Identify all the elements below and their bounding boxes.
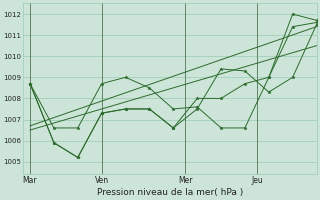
X-axis label: Pression niveau de la mer( hPa ): Pression niveau de la mer( hPa ) [97, 188, 243, 197]
